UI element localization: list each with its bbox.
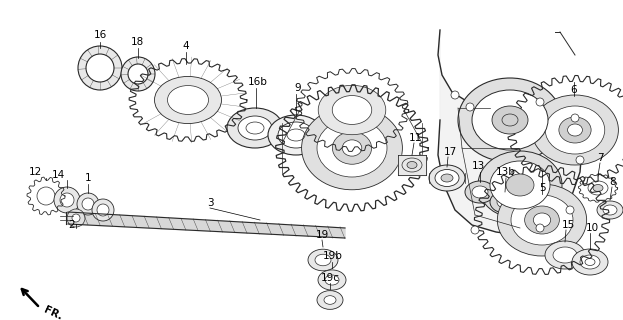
- Circle shape: [37, 187, 55, 205]
- Ellipse shape: [332, 96, 372, 124]
- Ellipse shape: [342, 140, 362, 156]
- Text: 19: 19: [315, 230, 328, 240]
- Ellipse shape: [559, 117, 591, 143]
- Text: 6: 6: [571, 85, 578, 95]
- Circle shape: [97, 204, 109, 216]
- Circle shape: [86, 54, 114, 82]
- Circle shape: [82, 198, 94, 210]
- Text: 15: 15: [561, 220, 574, 230]
- Ellipse shape: [545, 106, 605, 154]
- Ellipse shape: [155, 76, 222, 124]
- Ellipse shape: [553, 247, 577, 263]
- Ellipse shape: [278, 122, 314, 148]
- Ellipse shape: [497, 196, 513, 208]
- Circle shape: [72, 214, 80, 222]
- Text: 16b: 16b: [248, 77, 268, 87]
- Text: 16: 16: [93, 30, 107, 40]
- Text: 1: 1: [85, 173, 92, 183]
- Ellipse shape: [588, 181, 608, 195]
- Text: 11: 11: [408, 133, 422, 143]
- Ellipse shape: [435, 170, 459, 187]
- Ellipse shape: [308, 249, 338, 271]
- Text: 19c: 19c: [320, 273, 340, 283]
- Ellipse shape: [531, 95, 619, 165]
- Text: 19b: 19b: [323, 251, 343, 261]
- Circle shape: [571, 114, 579, 122]
- Polygon shape: [68, 212, 345, 238]
- Circle shape: [466, 103, 474, 111]
- Text: 18: 18: [130, 37, 144, 47]
- Ellipse shape: [492, 106, 528, 134]
- Ellipse shape: [603, 205, 617, 215]
- Circle shape: [121, 57, 155, 91]
- Circle shape: [54, 187, 80, 213]
- Text: 8: 8: [610, 177, 616, 187]
- Text: 9: 9: [295, 83, 302, 93]
- Circle shape: [128, 64, 148, 84]
- Circle shape: [92, 199, 114, 221]
- Ellipse shape: [315, 254, 331, 266]
- Ellipse shape: [472, 90, 548, 150]
- Ellipse shape: [572, 249, 608, 275]
- Ellipse shape: [478, 151, 562, 219]
- Ellipse shape: [238, 116, 272, 140]
- Text: 17: 17: [444, 147, 457, 157]
- Text: 12: 12: [29, 167, 42, 177]
- Ellipse shape: [580, 255, 600, 269]
- Ellipse shape: [317, 119, 387, 177]
- Ellipse shape: [318, 270, 346, 290]
- Ellipse shape: [318, 85, 386, 135]
- Text: 13: 13: [472, 161, 485, 171]
- Ellipse shape: [545, 241, 585, 269]
- Ellipse shape: [333, 132, 371, 164]
- Ellipse shape: [325, 275, 339, 285]
- Ellipse shape: [324, 296, 336, 304]
- Text: 3: 3: [207, 198, 213, 208]
- Ellipse shape: [458, 78, 562, 162]
- Circle shape: [566, 206, 574, 214]
- Ellipse shape: [506, 174, 534, 196]
- Ellipse shape: [268, 115, 324, 155]
- Ellipse shape: [568, 124, 583, 136]
- Ellipse shape: [429, 165, 465, 191]
- Text: 13b: 13b: [496, 167, 516, 177]
- Circle shape: [77, 193, 99, 215]
- Text: 10: 10: [586, 223, 599, 233]
- Text: 14: 14: [51, 170, 65, 180]
- Text: 2: 2: [69, 220, 75, 230]
- Circle shape: [67, 209, 85, 227]
- Polygon shape: [438, 30, 582, 235]
- Circle shape: [78, 46, 122, 90]
- Ellipse shape: [490, 161, 550, 209]
- Circle shape: [451, 91, 459, 99]
- Ellipse shape: [490, 191, 520, 213]
- Ellipse shape: [302, 106, 402, 190]
- Circle shape: [576, 156, 584, 164]
- Circle shape: [471, 226, 479, 234]
- Ellipse shape: [525, 206, 559, 234]
- Text: 7: 7: [597, 153, 603, 163]
- Ellipse shape: [168, 85, 209, 115]
- Circle shape: [60, 193, 74, 207]
- Ellipse shape: [593, 185, 603, 191]
- Circle shape: [536, 98, 544, 106]
- Ellipse shape: [497, 184, 587, 256]
- Ellipse shape: [441, 174, 453, 182]
- Circle shape: [536, 224, 544, 232]
- Ellipse shape: [227, 108, 283, 148]
- Ellipse shape: [317, 291, 343, 309]
- Text: 4: 4: [183, 41, 189, 51]
- Ellipse shape: [597, 201, 623, 219]
- Polygon shape: [398, 155, 426, 175]
- Ellipse shape: [511, 195, 573, 245]
- Ellipse shape: [465, 181, 495, 203]
- Ellipse shape: [533, 213, 551, 227]
- Ellipse shape: [472, 186, 488, 198]
- Text: FR.: FR.: [42, 305, 64, 320]
- Ellipse shape: [407, 162, 417, 169]
- Text: 5: 5: [540, 183, 546, 193]
